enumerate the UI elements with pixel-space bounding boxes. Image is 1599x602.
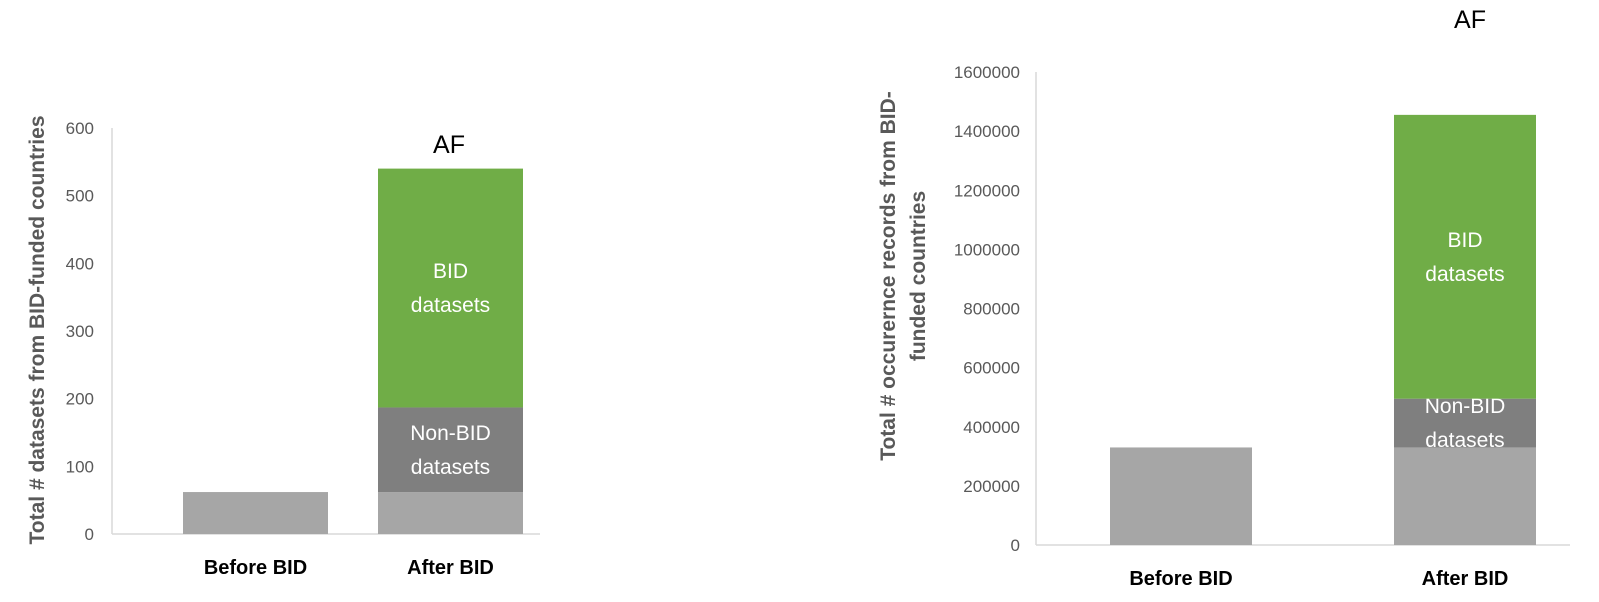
bar-segment-base <box>183 492 328 534</box>
segment-label-nonbid: datasets <box>411 456 490 479</box>
bar-segment-base <box>378 492 523 534</box>
bar-segment-base <box>1110 447 1252 545</box>
y-tick-label: 600000 <box>963 359 1020 378</box>
chart-occurrence-records: 0 200000 400000 600000 800000 1000000 1200000 1… <box>877 6 1570 590</box>
y-tick-label: 200000 <box>963 477 1020 496</box>
y-tick-label: 1000000 <box>954 240 1020 259</box>
segment-label-bid: datasets <box>411 294 490 317</box>
y-tick-label: 1400000 <box>954 122 1020 141</box>
segment-label-nonbid: Non-BID <box>1425 395 1506 418</box>
segment-label-bid: datasets <box>1425 263 1504 286</box>
category-label: Before BID <box>1129 568 1232 590</box>
bar-segment-bid <box>378 168 523 408</box>
chart-title: AF <box>1454 6 1486 34</box>
y-axis-label: Total # datasets from BID-funded countri… <box>26 116 49 545</box>
y-tick-label: 400000 <box>963 418 1020 437</box>
y-tick-label: 400 <box>66 254 94 273</box>
y-tick-label: 0 <box>1011 536 1020 555</box>
category-label: After BID <box>1422 568 1509 590</box>
y-tick-label: 600 <box>66 119 94 138</box>
segment-label-bid: BID <box>1447 229 1482 252</box>
category-label: After BID <box>407 557 494 579</box>
y-tick-label: 300 <box>66 322 94 341</box>
y-tick-label: 500 <box>66 187 94 206</box>
y-tick-label: 100 <box>66 457 94 476</box>
y-tick-label: 200 <box>66 390 94 409</box>
y-tick-label: 800000 <box>963 300 1020 319</box>
chart-datasets: 0 100 200 300 400 500 600 Before BID Non-BID data… <box>26 116 540 579</box>
category-label: Before BID <box>204 557 307 579</box>
segment-label-nonbid: Non-BID <box>410 422 491 445</box>
y-tick-label: 1200000 <box>954 181 1020 200</box>
segment-label-nonbid: datasets <box>1425 429 1504 452</box>
bar-segment-nonbid <box>378 407 523 493</box>
y-tick-label: 1600000 <box>954 63 1020 82</box>
bar-segment-base <box>1394 447 1536 545</box>
segment-label-bid: BID <box>433 260 468 283</box>
bar-segment-nonbid <box>1394 398 1536 448</box>
y-tick-label: 0 <box>85 525 94 544</box>
bar-segment-bid <box>1394 114 1536 399</box>
chart-title: AF <box>433 131 465 159</box>
y-axis-label: Total # occurernce records from BID- <box>877 91 900 461</box>
y-axis-label: funded countries <box>907 191 930 361</box>
